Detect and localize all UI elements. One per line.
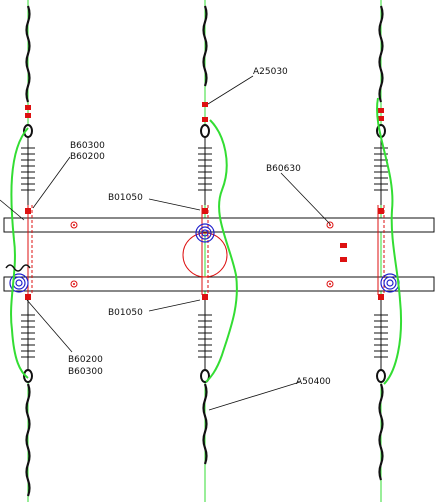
label-b01050-bottom: B01050 xyxy=(108,308,143,318)
label-b60200-bottom: B60200 xyxy=(68,355,103,365)
insulator-top-left xyxy=(21,135,35,205)
insulator-bottom-right xyxy=(374,295,388,370)
left-edge-dark-jumper xyxy=(5,264,31,272)
leader-lines xyxy=(0,75,331,411)
twisted-conductors xyxy=(25,5,384,497)
label-a50400: A50400 xyxy=(296,377,331,387)
blue-clamps xyxy=(9,223,400,293)
label-b60300-bottom: B60300 xyxy=(68,367,103,377)
insulator-top-center xyxy=(198,135,212,205)
insulator-bottom-center xyxy=(198,295,212,370)
insulator-strings xyxy=(21,135,388,370)
bolt-holes xyxy=(70,221,334,288)
yoke-bar-top xyxy=(3,217,435,233)
label-b60630: B60630 xyxy=(266,164,301,174)
yoke-bars xyxy=(3,217,435,292)
insulator-bottom-left xyxy=(21,295,35,370)
suspension-eyes xyxy=(23,124,386,383)
label-a25030: A25030 xyxy=(253,67,288,77)
green-jumpers xyxy=(10,97,403,385)
red-markers xyxy=(25,102,384,300)
label-b60300-top: B60300 xyxy=(70,141,105,151)
insulator-top-right xyxy=(374,135,388,205)
clearance-circle xyxy=(182,232,228,278)
label-b60200-top: B60200 xyxy=(70,152,105,162)
yoke-bar-bottom xyxy=(3,276,435,292)
label-b01050-top: B01050 xyxy=(108,193,143,203)
